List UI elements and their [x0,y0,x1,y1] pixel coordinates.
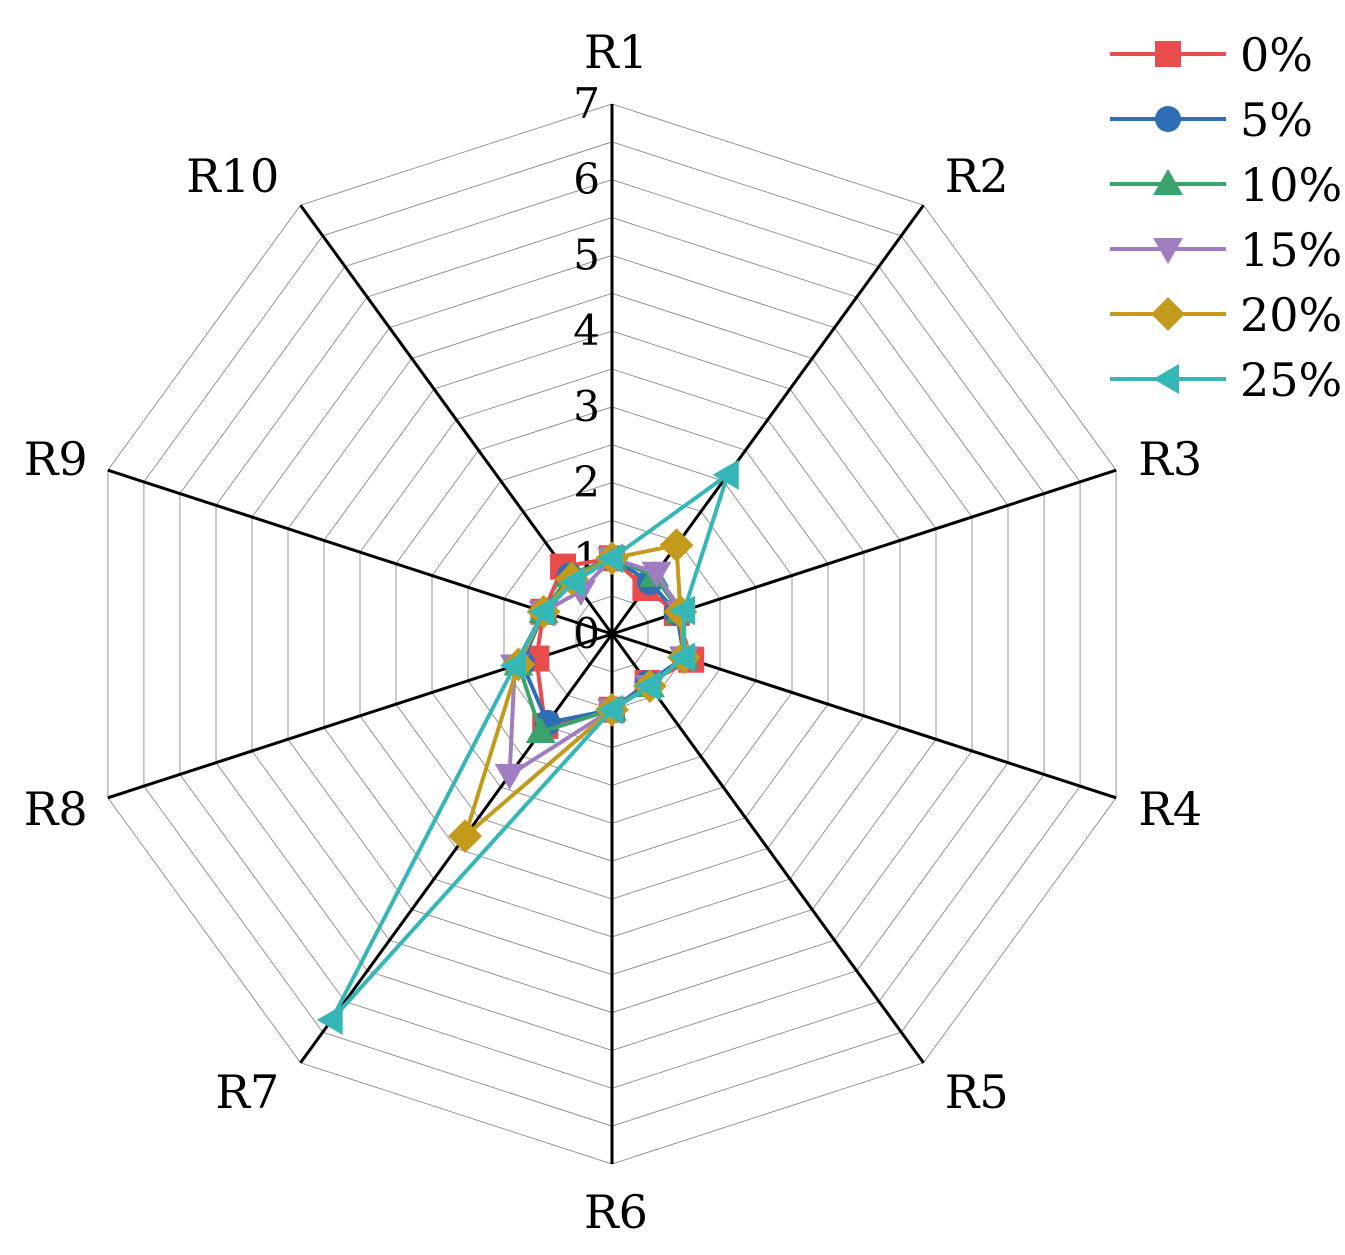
legend: 0% 5% 10% 15% 20% 25% [1110,28,1342,407]
category-label-R8: R8 [24,782,88,836]
spoke-R5 [610,633,925,1064]
series-marker [1153,237,1183,264]
legend-label: 25% [1240,353,1342,407]
series-marker [528,596,555,627]
legend-item: 5% [1110,93,1313,147]
category-label-R3: R3 [1138,432,1202,486]
series-marker [712,459,739,490]
spoke-R3 [611,468,1117,636]
series-marker [1153,169,1183,196]
tick-label: 7 [573,79,600,128]
series-marker [641,561,672,588]
legend-label: 20% [1240,288,1342,342]
axis-layer [107,104,1117,1164]
series-marker [1155,41,1181,67]
legend-item: 10% [1110,158,1342,212]
series-marker [448,819,483,854]
category-label-R4: R4 [1138,782,1202,836]
category-label-R2: R2 [945,149,1009,203]
spoke-R9 [107,468,613,636]
legend-item: 25% [1110,353,1342,407]
tick-label: 2 [573,458,600,507]
spoke-R7 [299,633,614,1064]
series-25% [316,459,739,1035]
series-marker [1155,106,1181,132]
tick-label: 5 [573,230,600,279]
series-marker [659,528,694,563]
tick-label: 4 [573,306,600,355]
series-marker [597,694,624,725]
tick-label: 6 [573,155,600,204]
legend-item: 0% [1110,28,1313,82]
category-label-R10: R10 [186,149,279,203]
series-marker [1153,364,1180,394]
series-marker [1151,297,1185,331]
series-marker [525,717,556,744]
category-label-R7: R7 [215,1065,279,1119]
series-layer [316,459,739,1035]
series-marker [597,543,624,574]
series-marker [669,595,696,626]
category-label-R6: R6 [584,1185,648,1239]
series-marker [669,642,696,673]
legend-label: 15% [1240,223,1342,277]
category-label-layer: R1 R2 R3 R4 R5 R6 R7 R8 R9 R10 [24,25,1202,1239]
tick-label: 3 [573,382,600,431]
series-marker [634,671,661,702]
legend-label: 10% [1240,158,1342,212]
legend-label: 0% [1240,28,1313,82]
category-label-R5: R5 [945,1065,1009,1119]
series-marker [499,650,526,681]
series-marker [559,566,586,597]
legend-item: 15% [1110,223,1342,277]
legend-item: 20% [1110,288,1342,342]
series-marker [316,1004,343,1035]
series-marker [494,763,525,790]
legend-label: 5% [1240,93,1313,147]
tick-label: 0 [573,609,600,658]
category-label-R1: R1 [584,25,648,79]
category-label-R9: R9 [24,432,88,486]
